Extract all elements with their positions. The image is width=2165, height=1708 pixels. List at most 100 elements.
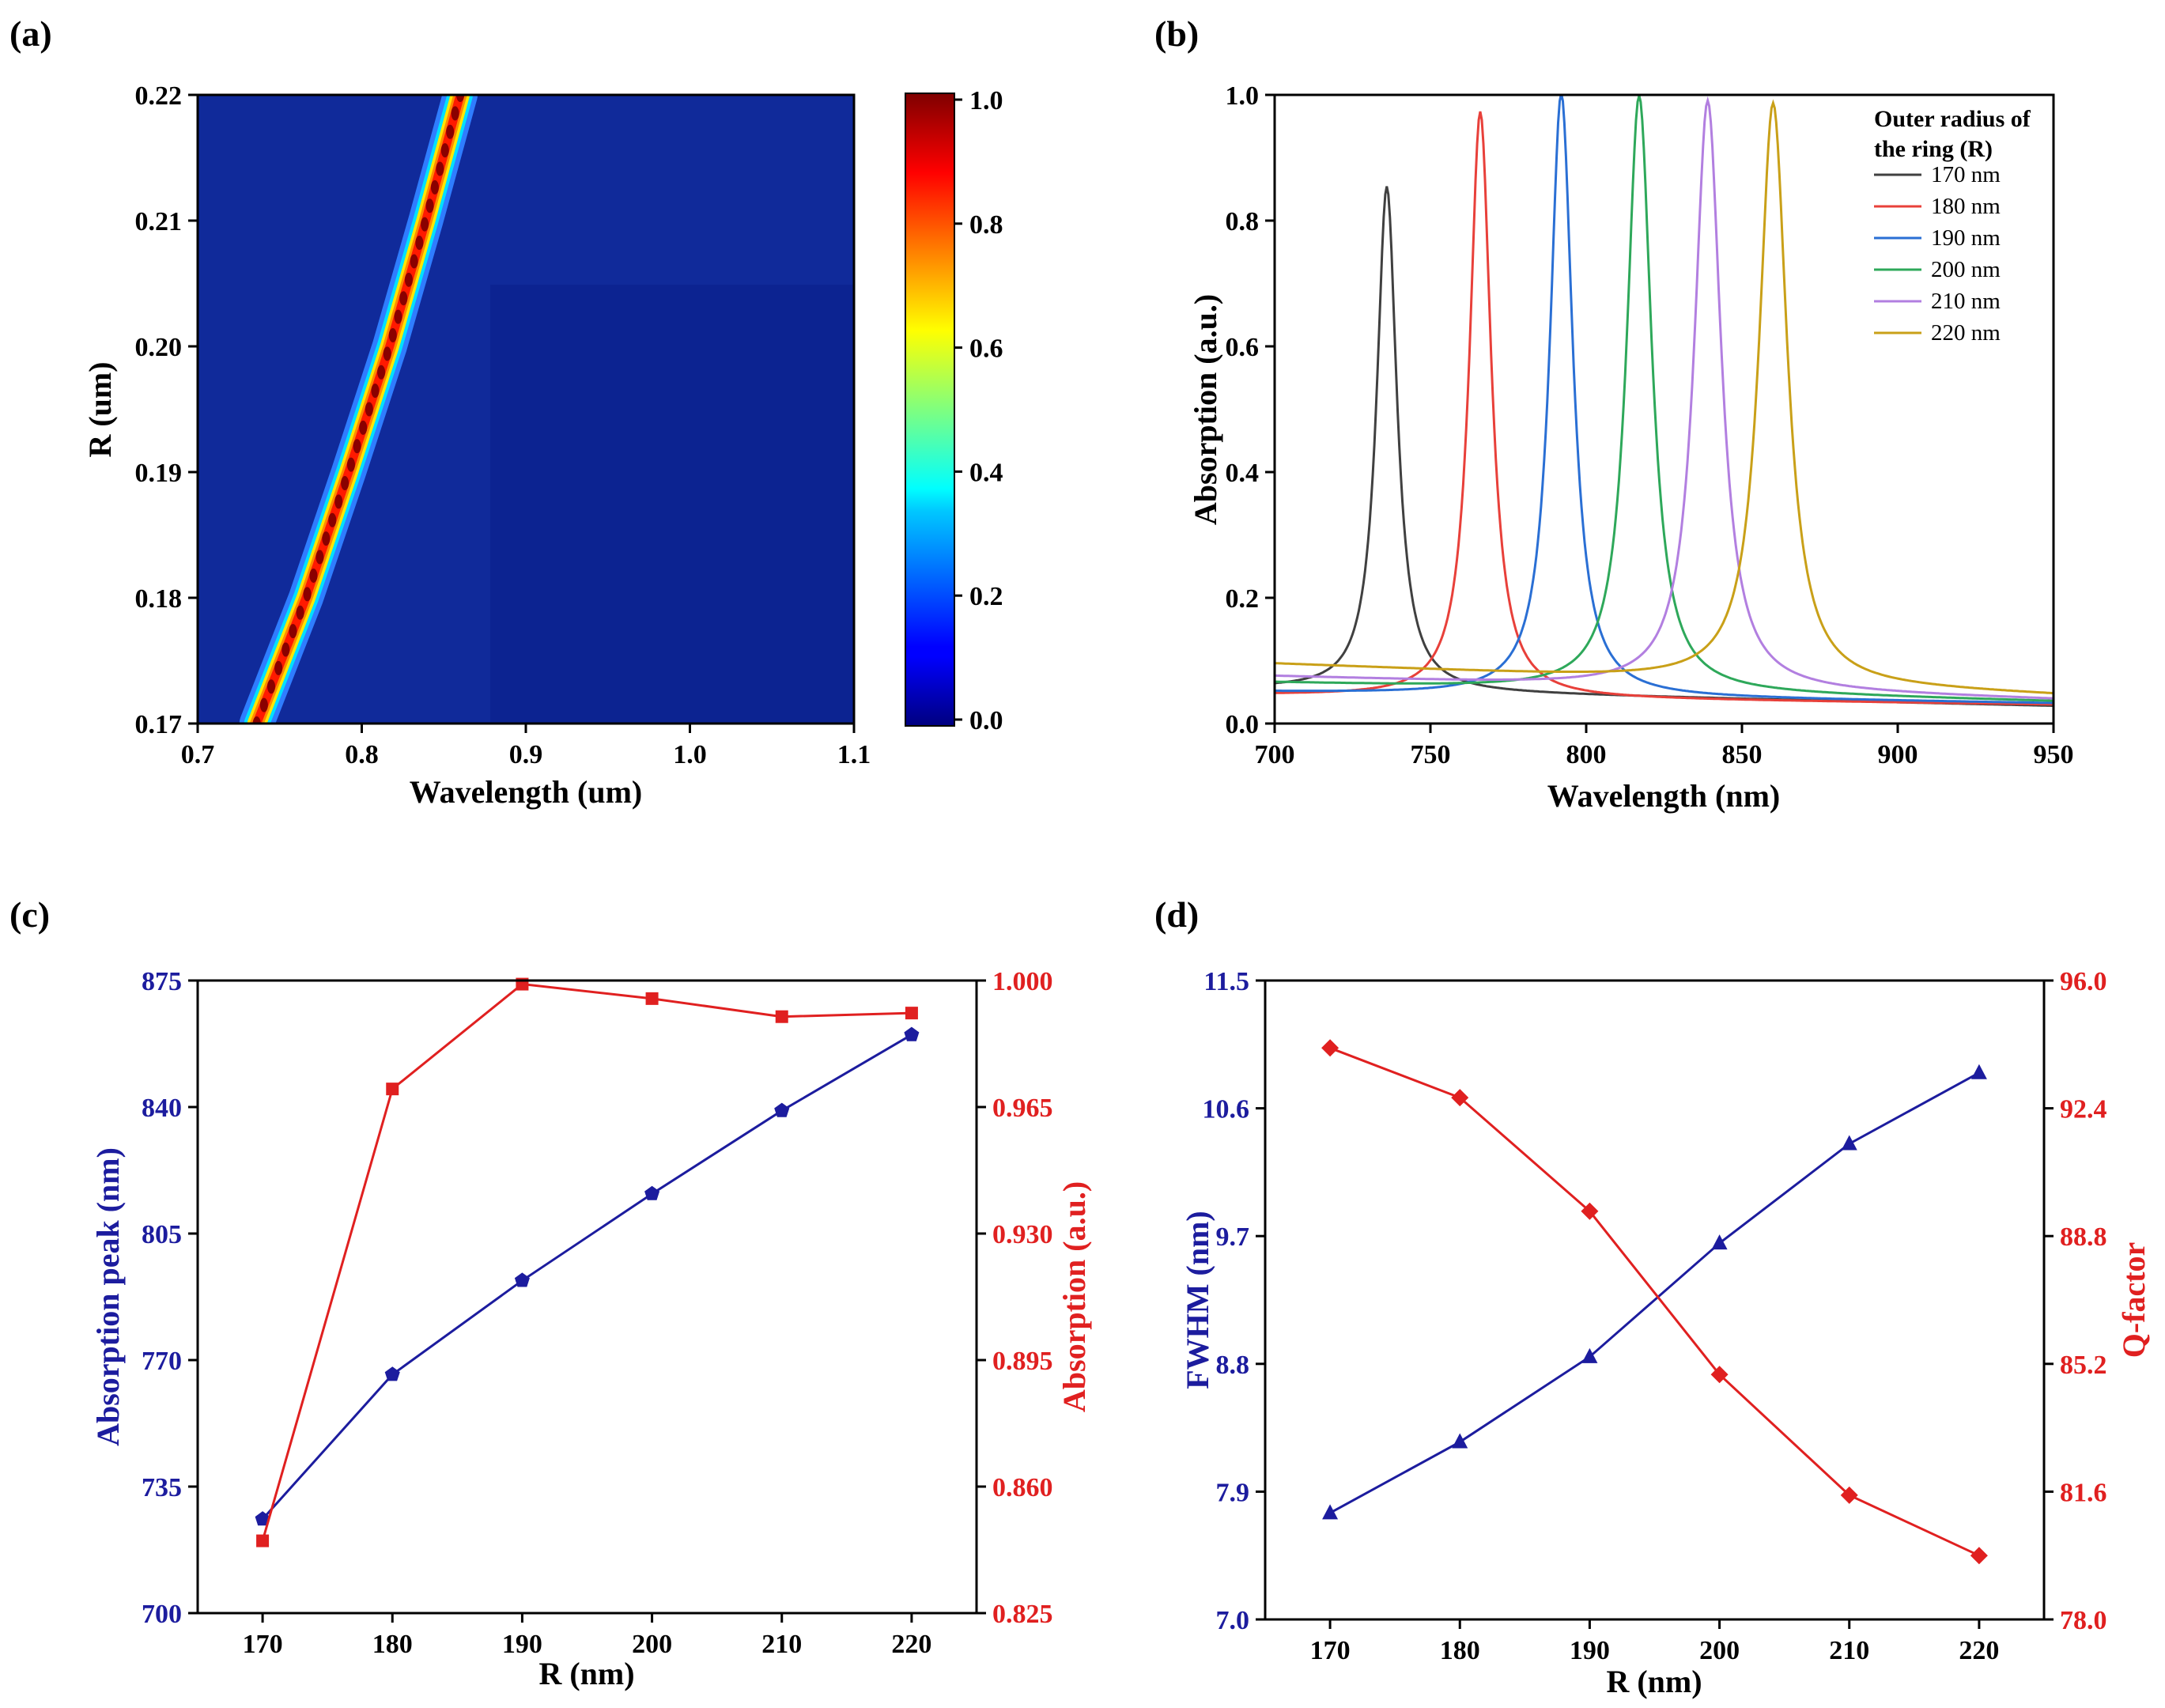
y-tick-label: 0.19 bbox=[135, 459, 183, 488]
right-tick-label: 85.2 bbox=[2060, 1351, 2107, 1380]
heatmap-panel: 0.7 0.8 0.9 1.0 1.10.170.180.190.200.210.22 … bbox=[82, 81, 1003, 810]
ridge-bead bbox=[421, 217, 429, 232]
colorbar-ticks: 0.0 0.2 0.4 0.6 0.8 1.0 bbox=[954, 86, 1003, 735]
x-tick-label: 900 bbox=[1878, 740, 1918, 769]
marker-Q-factor bbox=[1840, 1486, 1858, 1504]
x-tick-label: 190 bbox=[502, 1630, 542, 1659]
ridge-bead bbox=[289, 624, 297, 639]
panel-d-frame bbox=[1264, 979, 2046, 1621]
right-tick-label: 78.0 bbox=[2060, 1606, 2107, 1635]
marker-Q-factor bbox=[1321, 1039, 1339, 1057]
ridge-bead bbox=[322, 531, 331, 546]
right-tick-label: 0.895 bbox=[992, 1347, 1053, 1376]
ridge-bead bbox=[425, 198, 434, 214]
x-tick-label: 170 bbox=[243, 1630, 283, 1659]
legend-label: 220 nm bbox=[1931, 320, 2001, 346]
spectrum-210-nm bbox=[1275, 96, 2054, 700]
right-tick-label: 0.825 bbox=[992, 1600, 1053, 1629]
ridge-bead bbox=[359, 420, 368, 435]
x-tick-label: 190 bbox=[1570, 1636, 1610, 1665]
right-tick-label: 0.965 bbox=[992, 1094, 1053, 1123]
x-tick-label: 950 bbox=[2034, 740, 2074, 769]
left-tick-label: 7.0 bbox=[1216, 1606, 1250, 1635]
ridge-bead bbox=[328, 512, 337, 527]
colorbar-tick-label: 0.8 bbox=[969, 210, 1003, 240]
marker-FWHM bbox=[1452, 1433, 1468, 1449]
marker-Absorption-peak bbox=[904, 1026, 920, 1041]
marker-Absorption bbox=[775, 1010, 788, 1023]
marker-Absorption-peak bbox=[384, 1366, 400, 1381]
x-tick-label: 180 bbox=[372, 1630, 413, 1659]
right-tick-label: 88.8 bbox=[2060, 1222, 2107, 1252]
ridge-bead bbox=[281, 642, 290, 657]
ridge-bead bbox=[377, 365, 386, 380]
ridge-bead bbox=[303, 587, 312, 602]
marker-Q-factor bbox=[1710, 1366, 1729, 1384]
spectra-panel: 700 750 800 850 900 950 0.0 0.2 0.4 0.6 0.8 1.0 Wav… bbox=[1188, 81, 2074, 814]
spectra-axes: 700 750 800 850 900 950 0.0 0.2 0.4 0.6 0.8 1.0 bbox=[1226, 81, 2074, 769]
marker-FWHM bbox=[1322, 1504, 1339, 1520]
right-tick-label: 0.860 bbox=[992, 1473, 1053, 1502]
panel-label-c: (c) bbox=[9, 894, 50, 935]
colorbar-tick-label: 1.0 bbox=[969, 86, 1003, 115]
heatmap-ridge bbox=[239, 95, 478, 724]
marker-FWHM bbox=[1581, 1347, 1598, 1363]
marker-Absorption-peak bbox=[514, 1272, 530, 1287]
marker-Absorption-peak bbox=[644, 1185, 660, 1200]
y-tick-label: 0.0 bbox=[1226, 710, 1260, 739]
right-tick-label: 1.000 bbox=[992, 967, 1053, 996]
right-tick-label: 92.4 bbox=[2060, 1095, 2107, 1124]
y-tick-label: 0.4 bbox=[1226, 459, 1260, 488]
x-tick-label: 0.7 bbox=[181, 740, 215, 769]
y-tick-label: 1.0 bbox=[1226, 81, 1260, 111]
right-tick-label: 0.930 bbox=[992, 1220, 1053, 1249]
legend-label: 180 nm bbox=[1931, 194, 2001, 219]
y-tick-label: 0.21 bbox=[135, 207, 183, 236]
x-tick-label: 0.8 bbox=[345, 740, 379, 769]
x-tick-label: 750 bbox=[1411, 740, 1451, 769]
legend-label: 170 nm bbox=[1931, 162, 2001, 187]
panel-c-right-label: Absorption (a.u.) bbox=[1056, 1181, 1092, 1412]
marker-Absorption bbox=[256, 1534, 270, 1547]
panel-d-xlabel: R (nm) bbox=[1606, 1664, 1702, 1699]
marker-FWHM bbox=[1970, 1064, 1987, 1079]
y-tick-label: 0.20 bbox=[135, 333, 183, 362]
marker-FWHM bbox=[1711, 1234, 1728, 1250]
spectrum-180-nm bbox=[1275, 111, 2054, 706]
marker-Absorption bbox=[905, 1007, 918, 1020]
ridge-bead bbox=[399, 291, 408, 306]
spectra-xlabel: Wavelength (nm) bbox=[1547, 778, 1780, 814]
ridge-bead bbox=[267, 679, 276, 694]
ridge-bead bbox=[309, 568, 318, 583]
left-tick-label: 840 bbox=[142, 1094, 182, 1123]
y-tick-label: 0.2 bbox=[1226, 584, 1260, 614]
ridge-bead bbox=[415, 236, 424, 251]
ridge-bead bbox=[296, 605, 304, 620]
legend-title-line1: Outer radius of bbox=[1874, 106, 2031, 132]
left-tick-label: 8.8 bbox=[1216, 1351, 1250, 1380]
marker-Absorption bbox=[645, 992, 659, 1005]
ridge-bead bbox=[383, 346, 391, 361]
right-tick-label: 81.6 bbox=[2060, 1478, 2107, 1507]
marker-Q-factor bbox=[1970, 1547, 1988, 1565]
series-line-FWHM bbox=[1329, 1071, 1980, 1514]
x-tick-label: 170 bbox=[1310, 1636, 1351, 1665]
ridge-bead bbox=[341, 476, 349, 491]
heatmap-ylabel: R (um) bbox=[82, 361, 118, 457]
series-line-Q-factor bbox=[1329, 1046, 1980, 1557]
ridge-bead bbox=[371, 384, 380, 399]
marker-Absorption-peak bbox=[774, 1102, 790, 1117]
x-tick-label: 1.1 bbox=[837, 740, 871, 769]
x-tick-label: 0.9 bbox=[509, 740, 543, 769]
spectrum-190-nm bbox=[1275, 95, 2054, 705]
ridge-bead bbox=[365, 402, 373, 417]
ridge-bead bbox=[410, 254, 418, 269]
legend-label: 200 nm bbox=[1931, 257, 2001, 282]
series-line-Absorption-peak bbox=[261, 1033, 912, 1521]
series-line-Absorption bbox=[261, 983, 912, 1541]
marker-Q-factor bbox=[1451, 1089, 1469, 1107]
spectrum-200-nm bbox=[1275, 95, 2054, 702]
panel-d-right-label: Q-factor bbox=[2116, 1242, 2152, 1358]
y-tick-label: 0.6 bbox=[1226, 333, 1260, 362]
